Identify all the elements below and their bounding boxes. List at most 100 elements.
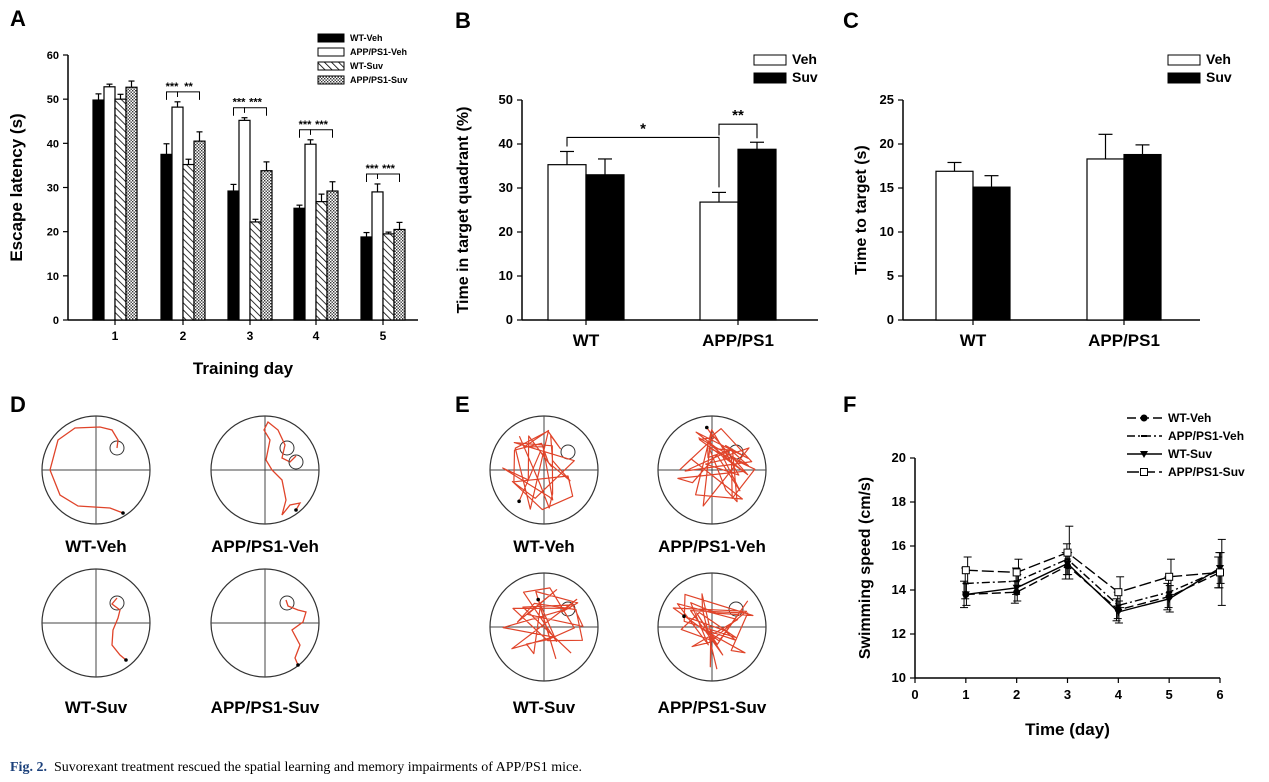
swim-pool-wt-suv [41,568,151,678]
start-point [296,663,300,667]
x-tick-label: 6 [1216,687,1223,702]
x-tick-label: 1 [112,329,119,343]
bar-app-ps1-suv-1 [125,86,138,321]
bar-veh-wt [935,170,974,321]
legend-swatch-suv [753,72,787,84]
swim-pool-wt-suv [489,572,599,682]
y-tick-label: 10 [892,670,906,685]
significance-bracket [366,173,378,182]
start-point [121,511,125,515]
bar-suv-wt [972,186,1011,321]
panel-letter: B [455,8,471,33]
bar-app-ps1-suv-4 [326,190,339,321]
bar-app-ps1-suv-3 [260,170,273,321]
bar-veh-wt [547,164,587,321]
swim-pool-app-ps1-suv [657,572,767,682]
series-line-app-ps1-veh [965,558,1221,607]
caption-text: Suvorexant treatment rescued the spatial… [53,760,582,775]
legend-label-suv: Suv [792,69,818,85]
significance-label: ** [732,107,744,124]
significance-label: *** [249,97,263,109]
panel-d-swim-path-images: D WT-Veh APP/PS1-Veh WT-Suv APP/PS1-Suv [10,392,320,717]
x-tick-label: 0 [911,687,918,702]
y-tick-label: 12 [892,626,906,641]
y-tick-label: 40 [499,136,513,151]
y-tick-label: 30 [499,180,513,195]
legend-swatch-veh [1167,54,1201,66]
bar-app-ps1-veh-3 [238,119,251,321]
y-axis-label: Escape latency (s) [7,113,26,261]
legend-label-wt-suv: WT-Suv [1168,447,1212,461]
y-tick-label: 0 [506,312,513,327]
legend-swatch-veh [753,54,787,66]
panel-letter: A [10,6,26,31]
legend-label-app-ps1-suv: APP/PS1-Suv [350,75,408,85]
swim-pool-wt-veh [41,415,151,525]
x-axis-label: Time (day) [1025,720,1110,739]
swim-pool-app-ps1-veh [210,415,320,525]
bar-suv-app-ps1 [737,148,777,321]
data-point-wt-suv [961,591,970,599]
legend-label-veh: Veh [792,51,817,67]
significance-label: *** [382,163,396,175]
panel-a-escape-latency-chart: A 0 10 20 30 40 50 60 Escape latency (s) Training… [7,6,418,378]
x-tick-label: 4 [1115,687,1123,702]
platform-marker [728,601,744,617]
y-tick-label: 10 [499,268,513,283]
bar-wt-suv-1 [114,98,127,321]
data-point-wt-suv [1012,584,1021,592]
bar-veh-app-ps1 [699,201,739,321]
swim-pool-app-ps1-suv [210,568,320,678]
y-tick-label: 20 [499,224,513,239]
data-point-wt-suv [1114,609,1123,616]
bar-wt-suv-5 [382,233,395,321]
swim-path [502,429,575,511]
x-tick-label: 3 [1064,687,1071,702]
legend-marker-app-ps1-suv [1140,468,1148,476]
legend-label-app-ps1-veh: APP/PS1-Veh [350,47,407,57]
data-point-app-ps1-suv [1063,548,1072,557]
bar-suv-wt [585,174,625,321]
significance-label: *** [299,119,313,131]
bar-app-ps1-suv-5 [393,228,406,321]
bar-app-ps1-veh-2 [171,106,184,321]
start-point [705,425,709,430]
panel-c-time-to-target-chart: C 0 5 10 15 20 25 Time to target (s) WT APP/PS1 Ve… [843,8,1232,350]
significance-label: *** [166,81,180,93]
x-tick-label: WT [573,331,600,350]
bar-wt-suv-3 [249,221,262,321]
legend-swatch-wt-veh [317,33,345,43]
bar-veh-app-ps1 [1086,158,1125,321]
pool-label-wt-veh: WT-Veh [513,537,574,556]
swim-path [677,427,756,507]
significance-bracket [244,107,267,116]
data-point-app-ps1-suv [1114,588,1123,597]
y-axis-label: Time to target (s) [853,145,870,275]
bar-wt-suv-4 [315,201,328,321]
y-tick-label: 10 [880,224,894,239]
legend-marker-wt-suv [1140,451,1148,458]
y-tick-label: 50 [47,94,59,106]
legend-marker-wt-veh [1140,414,1148,422]
bar-suv-app-ps1 [1123,153,1162,321]
panel-e-swim-path-images: E WT-Veh APP/PS1-Veh WT-Suv APP/PS1-Suv [455,392,767,717]
series-wt-suv [961,552,1225,624]
swim-path [263,420,302,516]
significance-bracket [299,129,311,138]
x-tick-label: 4 [313,329,320,343]
x-tick-label: WT [960,331,987,350]
series-app-ps1-suv [961,525,1226,609]
legend-label-veh: Veh [1206,51,1231,67]
bar-wt-veh-3 [227,190,240,321]
legend-label-app-ps1-veh: APP/PS1-Veh [1168,429,1244,443]
significance-bracket [233,107,245,116]
start-point [536,597,540,602]
pool-label-app-ps1-suv: APP/PS1-Suv [658,698,767,717]
bar-app-ps1-veh-5 [371,191,384,321]
significance-label: *** [366,163,380,175]
start-point [124,658,128,662]
x-tick-label: 2 [1013,687,1020,702]
significance-bracket [177,91,200,100]
series-line-app-ps1-suv [965,551,1221,593]
